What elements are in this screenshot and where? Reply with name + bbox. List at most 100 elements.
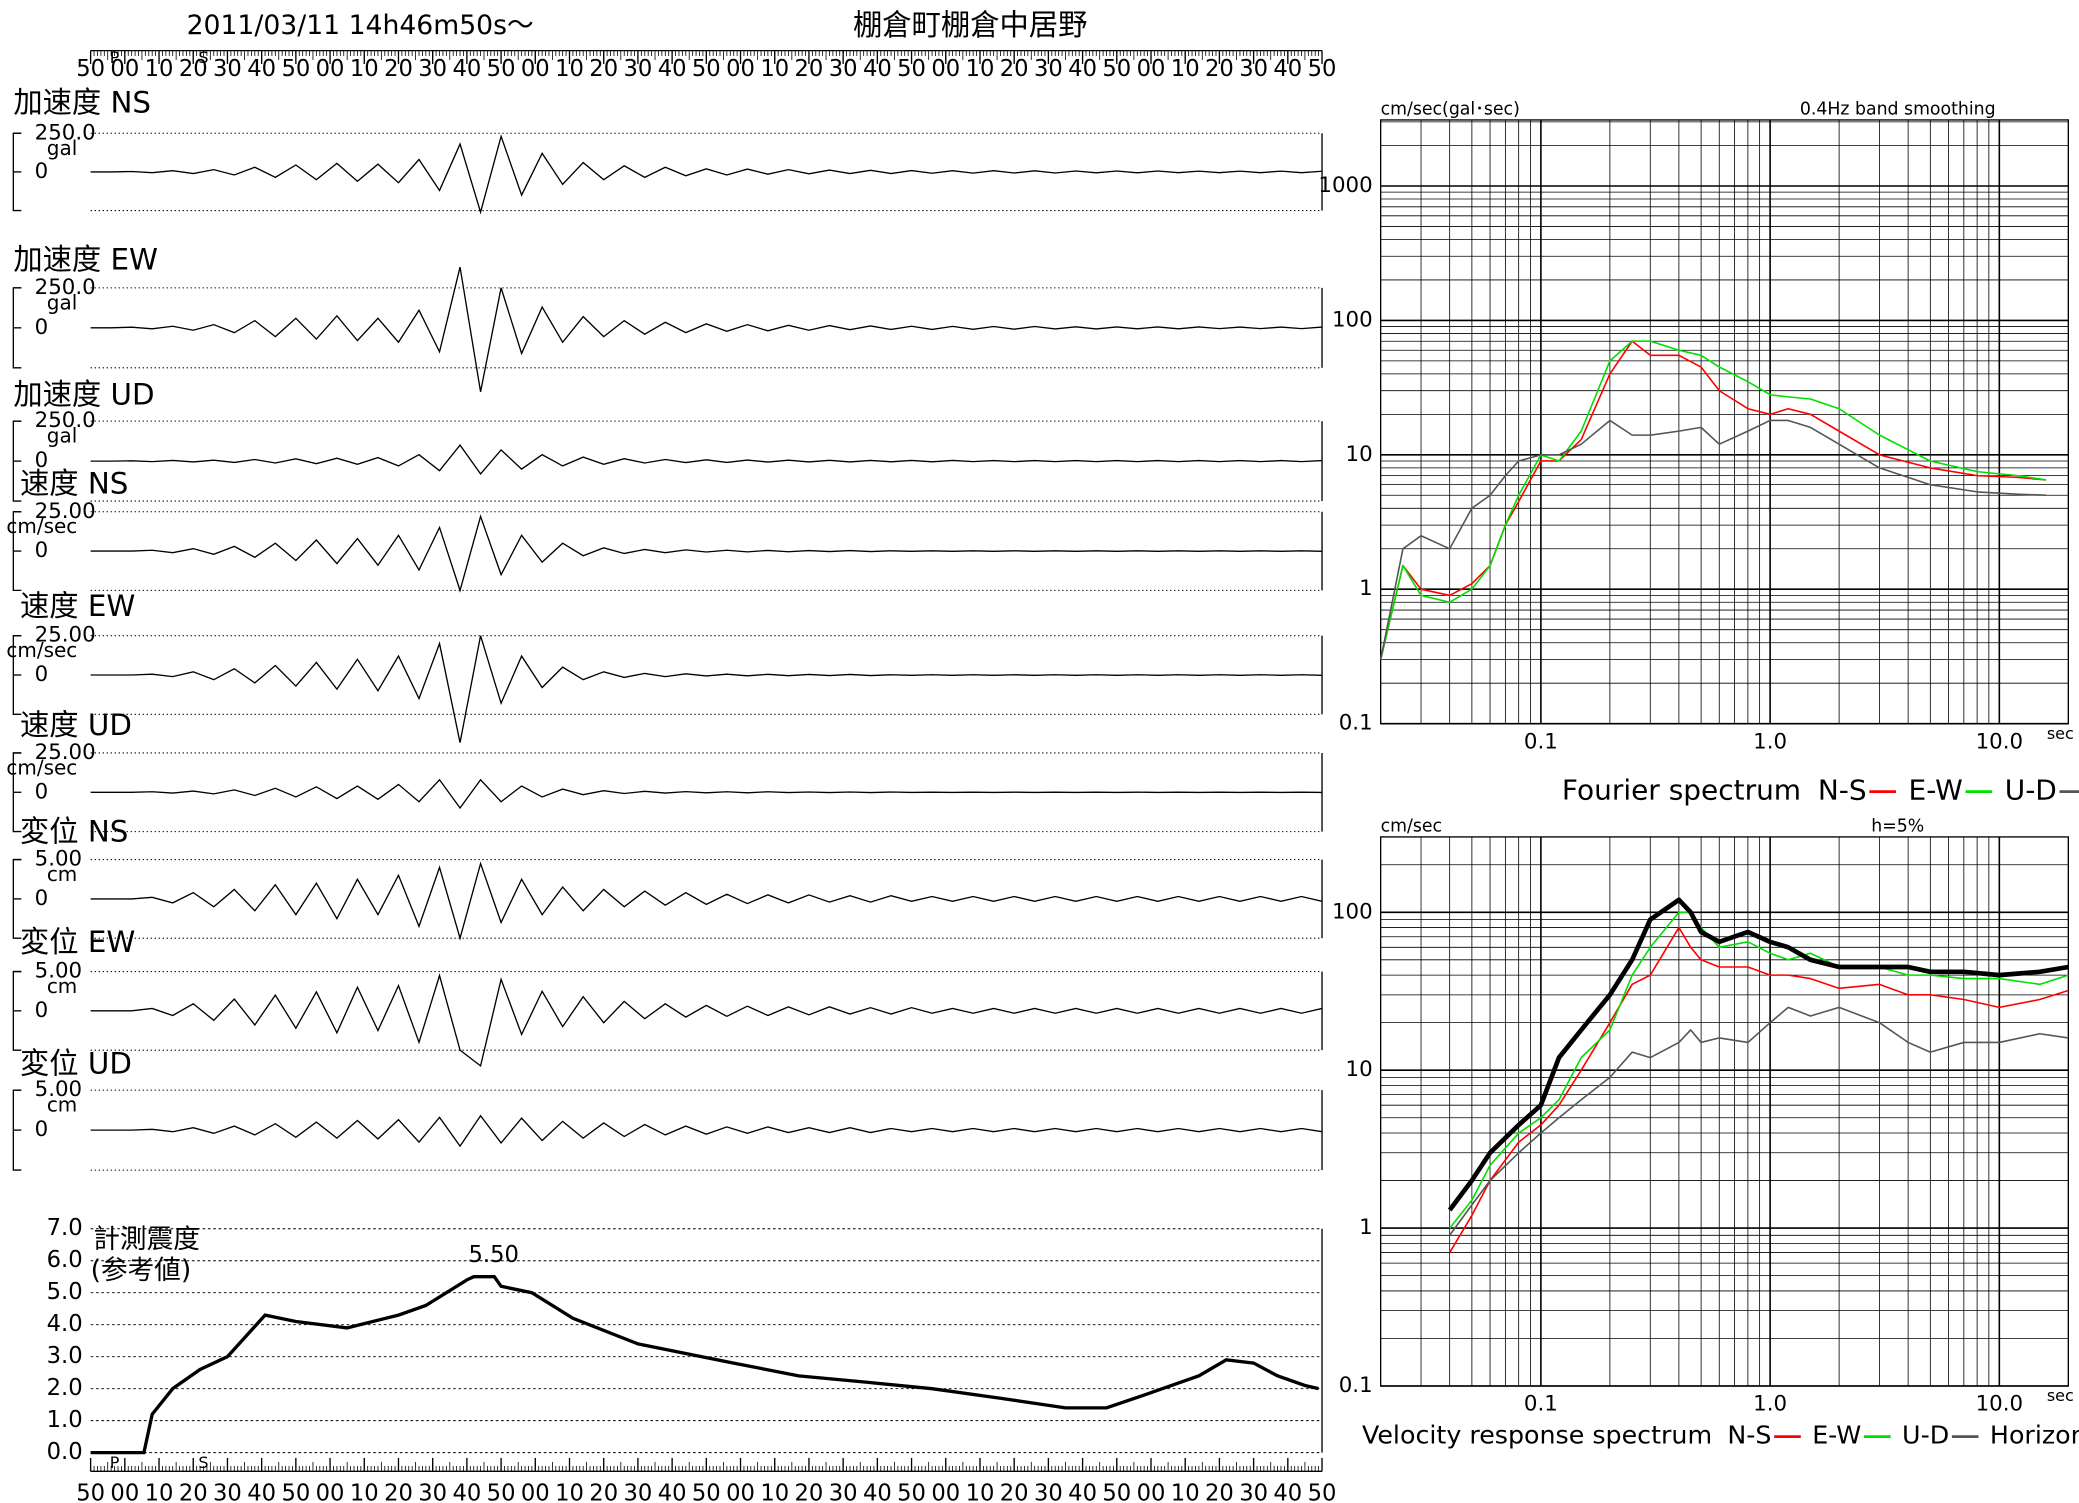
waveform <box>90 635 1323 743</box>
time-tick-label: 50 <box>692 1480 721 1503</box>
time-tick-label: 10 <box>1171 1480 1200 1503</box>
time-tick-label: 00 <box>521 56 550 82</box>
time-tick-label: 00 <box>110 1480 139 1503</box>
time-tick-label: 40 <box>1273 56 1302 82</box>
y-tick-label: 250.0 <box>35 408 96 433</box>
spectrum-line <box>1447 897 2069 1212</box>
y-tick-label: 0 <box>35 779 49 804</box>
time-tick-label: 40 <box>863 1480 892 1503</box>
time-tick-label: 20 <box>1000 56 1029 82</box>
unit-label: cm <box>47 1093 77 1117</box>
y-tick-label: 7.0 <box>47 1215 83 1241</box>
y-tick-label: 0 <box>35 315 49 340</box>
time-tick-label: 40 <box>1068 1480 1097 1503</box>
y-tick-label: 0 <box>35 1117 49 1142</box>
waveform <box>90 861 1323 941</box>
y-tick-label: 25.00 <box>35 499 96 524</box>
unit-label: gal <box>47 136 77 160</box>
time-tick-label: 50 <box>487 1480 516 1503</box>
waveform <box>90 444 1323 475</box>
panel-title: 加速度 EW <box>13 243 158 277</box>
time-tick-label: 40 <box>658 56 687 82</box>
y-tick-label: 1 <box>1359 576 1373 601</box>
y-tick-label: 1 <box>1359 1215 1373 1240</box>
y-tick-label: 1.0 <box>47 1407 83 1433</box>
y-tick-label: 1000 <box>1318 173 1372 198</box>
time-tick-label: 50 <box>281 1480 310 1503</box>
time-tick-label: 10 <box>966 1480 995 1503</box>
peak-annotation: 5.50 <box>469 1242 519 1268</box>
time-tick-label: 20 <box>1205 1480 1234 1503</box>
time-tick-label: 50 <box>1102 56 1131 82</box>
time-tick-label: 10 <box>760 56 789 82</box>
legend-label: U-D <box>2005 774 2057 807</box>
panel-title: 速度 NS <box>20 467 128 501</box>
x-tick-label: 0.1 <box>1524 1392 1558 1417</box>
time-tick-label: 20 <box>384 1480 413 1503</box>
time-tick-label: 20 <box>795 1480 824 1503</box>
time-tick-label: 30 <box>829 56 858 82</box>
time-tick-label: 30 <box>213 56 242 82</box>
station-name: 棚倉町棚倉中居野 <box>853 8 1087 42</box>
y-tick-label: 5.00 <box>35 959 82 984</box>
y-tick-label: 0 <box>35 159 49 184</box>
chart-note: 0.4Hz band smoothing <box>1800 99 1996 119</box>
time-tick-label: 10 <box>350 1480 379 1503</box>
y-tick-label: 10 <box>1346 442 1373 467</box>
unit-label: gal <box>47 424 77 448</box>
time-tick-label: 30 <box>624 1480 653 1503</box>
y-tick-label: 0 <box>35 448 49 473</box>
time-tick-label: 50 <box>1308 56 1337 82</box>
time-tick-label: 20 <box>1000 1480 1029 1503</box>
y-tick-label: 5.0 <box>47 1279 83 1305</box>
time-tick-label: 30 <box>829 1480 858 1503</box>
unit-label: cm/sec <box>6 638 77 662</box>
time-tick-label: 00 <box>931 56 960 82</box>
time-tick-label: 40 <box>1068 56 1097 82</box>
legend-label: E-W <box>1812 1420 1861 1450</box>
time-tick-label: 30 <box>1034 56 1063 82</box>
panel-title: 変位 NS <box>20 814 128 848</box>
chart-note: h=5% <box>1871 816 1924 836</box>
waveform <box>90 266 1323 392</box>
unit-label: cm/sec <box>6 514 77 538</box>
intensity-line <box>90 1275 1319 1455</box>
x-tick-label: 0.1 <box>1524 729 1558 754</box>
time-tick-label: 10 <box>145 56 174 82</box>
panel-title: 加速度 UD <box>13 377 154 411</box>
y-tick-label: 0 <box>35 662 49 687</box>
legend-label: Horizon <box>1990 1420 2079 1450</box>
y-tick-label: 100 <box>1332 307 1373 332</box>
panel-title: 変位 UD <box>20 1046 132 1080</box>
spectrum-line <box>1449 926 2069 1254</box>
time-tick-label: 50 <box>76 56 105 82</box>
record-date: 2011/03/11 14h46m50s〜 <box>187 10 534 41</box>
y-tick-label: 0 <box>35 538 49 563</box>
time-tick-label: 10 <box>555 56 584 82</box>
y-tick-label: 4.0 <box>47 1311 83 1337</box>
y-tick-label: 10 <box>1346 1057 1373 1082</box>
y-tick-label: 0 <box>35 886 49 911</box>
time-tick-label: 50 <box>487 56 516 82</box>
time-tick-label: 00 <box>1137 56 1166 82</box>
time-tick-label: 50 <box>897 56 926 82</box>
time-tick-label: 50 <box>1102 1480 1131 1503</box>
time-tick-label: 20 <box>384 56 413 82</box>
time-tick-label: 40 <box>247 1480 276 1503</box>
time-tick-label: 10 <box>966 56 995 82</box>
phase-marker: S <box>198 1453 208 1472</box>
waveform <box>90 973 1323 1068</box>
x-unit: sec <box>2047 724 2074 743</box>
chart-subtitle: (参考値) <box>91 1255 192 1286</box>
y-tick-label: 250.0 <box>35 120 96 145</box>
time-tick-label: 00 <box>931 1480 960 1503</box>
y-tick-label: 100 <box>1332 899 1373 924</box>
waveform <box>90 778 1323 810</box>
time-tick-label: 40 <box>452 56 481 82</box>
legend-title: Velocity response spectrum <box>1362 1420 1712 1450</box>
spectrum-line <box>1379 340 2047 660</box>
time-tick-label: 30 <box>624 56 653 82</box>
time-tick-label: 00 <box>110 56 139 82</box>
panel-title: 変位 EW <box>20 925 135 959</box>
time-tick-label: 30 <box>1239 1480 1268 1503</box>
